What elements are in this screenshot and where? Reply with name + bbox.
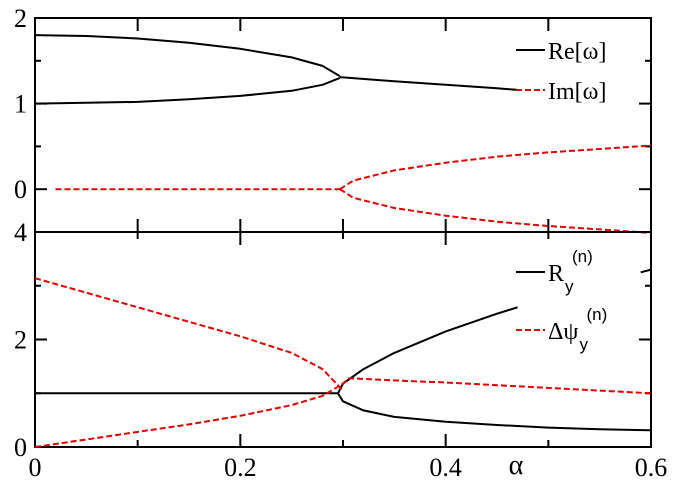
top-y-tick-label: 2 bbox=[14, 4, 27, 33]
bottom-x-tick-label: 0.2 bbox=[224, 453, 257, 482]
bottom-series-0-branch-3 bbox=[640, 268, 652, 274]
bottom-legend-label-0: R bbox=[548, 261, 564, 287]
top-y-tick-label: 1 bbox=[14, 90, 27, 119]
bottom-series-0-branch-1 bbox=[337, 306, 518, 394]
bottom-series-1-branch-2 bbox=[348, 377, 652, 395]
bottom-y-tick-label: 0 bbox=[14, 433, 27, 462]
bottom-y-tick-label: 2 bbox=[14, 326, 27, 355]
bottom-x-tick-label: 0.4 bbox=[429, 453, 462, 482]
x-axis-label: α bbox=[509, 450, 524, 481]
top-series-1-branch-2 bbox=[339, 188, 652, 234]
bottom-x-tick-label: 0.6 bbox=[635, 453, 668, 482]
bottom-series-0-branch-2 bbox=[337, 392, 652, 432]
bottom-legend-superscript-0: (n) bbox=[572, 247, 593, 266]
top-y-tick-label: 0 bbox=[14, 175, 27, 204]
top-series-0-branch-0 bbox=[34, 34, 341, 78]
bottom-y-tick-label: 4 bbox=[14, 218, 27, 247]
bottom-legend-subscript-1: y bbox=[579, 335, 588, 354]
bottom-series-1-branch-0 bbox=[34, 277, 344, 392]
top-series-0-branch-1 bbox=[34, 76, 341, 105]
top-series-0-branch-2 bbox=[339, 76, 518, 91]
top-legend-label-0: Re[ω] bbox=[548, 39, 606, 65]
bottom-legend-subscript-0: y bbox=[565, 277, 574, 296]
top-series-1-branch-1 bbox=[339, 144, 652, 191]
bottom-series-1-branch-1 bbox=[34, 378, 349, 448]
top-legend-label-1: Im[ω] bbox=[548, 79, 606, 105]
bottom-x-tick-label: 0 bbox=[29, 453, 42, 482]
bottom-legend-superscript-1: (n) bbox=[586, 305, 607, 324]
bottom-legend-label-1: Δψ bbox=[548, 319, 578, 345]
top-panel: 2 1 0 Re[ω] Im[ω] bbox=[14, 4, 652, 234]
